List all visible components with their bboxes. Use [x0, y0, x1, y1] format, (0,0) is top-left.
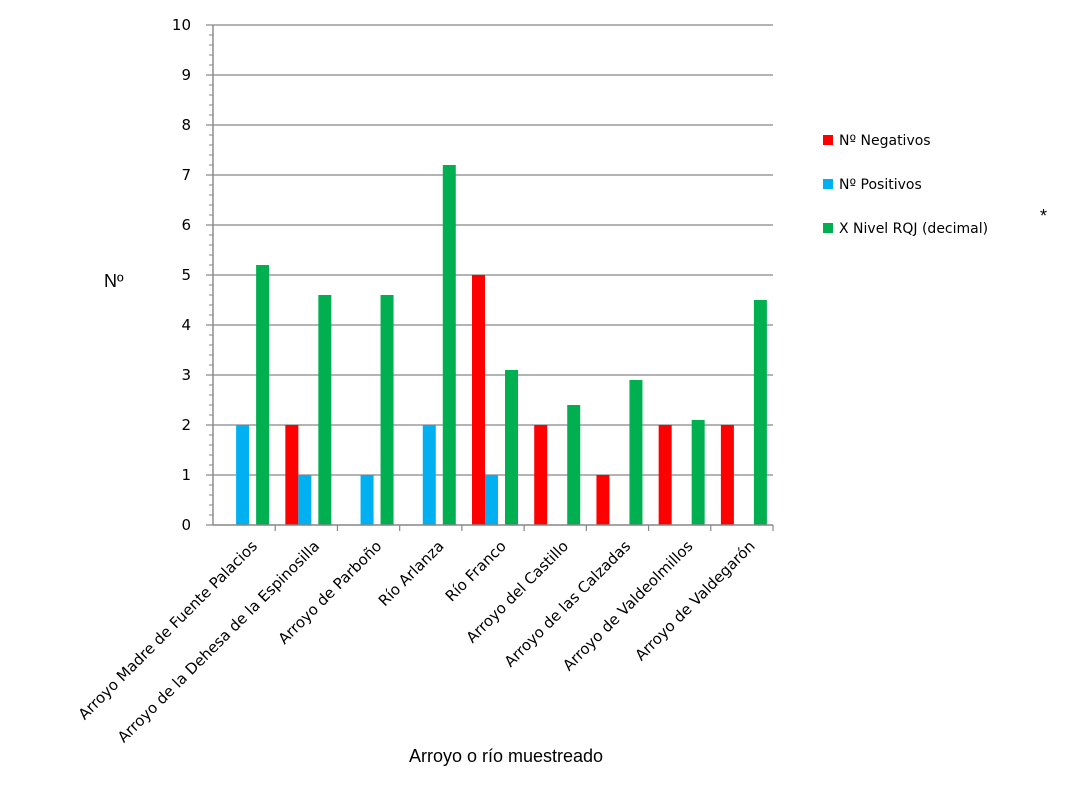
y-tick-label: 4	[181, 316, 191, 334]
bar-negativos	[285, 425, 299, 525]
bar-nivel-rqj	[567, 405, 581, 525]
bar-nivel-rqj	[629, 380, 643, 525]
legend-swatch	[823, 223, 833, 233]
bar-negativos	[534, 425, 548, 525]
bar-positivos	[236, 425, 250, 525]
bar-nivel-rqj	[691, 420, 705, 525]
y-tick-label: 9	[181, 66, 191, 84]
y-tick-label: 1	[181, 466, 191, 484]
x-category-label: Arroyo de las Calzadas	[501, 537, 635, 671]
bar-nivel-rqj	[256, 265, 270, 525]
bar-positivos	[360, 475, 374, 525]
y-tick-label: 7	[181, 166, 191, 184]
legend-label: Nº Positivos	[839, 177, 922, 193]
x-category-label: Arroyo del Castillo	[463, 537, 572, 646]
x-category-label: Arroyo de Valdeolmillos	[559, 537, 696, 674]
bar-nivel-rqj	[753, 300, 767, 525]
y-tick-label: 10	[172, 16, 191, 34]
legend-asterisk: *	[1040, 206, 1047, 226]
x-category-label: Arroyo de Valdegarón	[631, 537, 758, 664]
y-tick-label: 2	[181, 416, 191, 434]
bar-positivos	[422, 425, 436, 525]
bar-positivos	[298, 475, 312, 525]
bar-negativos	[596, 475, 610, 525]
bar-nivel-rqj	[505, 370, 518, 525]
x-category-label: Arroyo de Parboño	[275, 537, 386, 648]
y-tick-label: 5	[181, 266, 191, 284]
legend-label: Nº Negativos	[839, 133, 931, 149]
legend-swatch	[823, 179, 833, 189]
legend-swatch	[823, 135, 833, 145]
bar-nivel-rqj	[318, 295, 332, 525]
bar-negativos	[658, 425, 672, 525]
x-axis-title: Arroyo o río muestreado	[409, 746, 603, 766]
y-tick-label: 6	[181, 216, 191, 234]
bar-nivel-rqj	[442, 165, 456, 525]
y-tick-label: 8	[181, 116, 191, 134]
x-category-label: Río Arlanza	[375, 537, 448, 610]
x-category-label: Río Franco	[442, 537, 510, 605]
bar-nivel-rqj	[380, 295, 394, 525]
y-axis-title: Nº	[104, 271, 124, 291]
y-tick-label: 3	[181, 366, 191, 384]
y-tick-label: 0	[181, 516, 191, 534]
bar-negativos	[472, 275, 485, 525]
bar-negativos	[720, 425, 734, 525]
legend-label: X Nivel RQJ (decimal)	[839, 221, 988, 237]
bar-positivos	[485, 475, 498, 525]
